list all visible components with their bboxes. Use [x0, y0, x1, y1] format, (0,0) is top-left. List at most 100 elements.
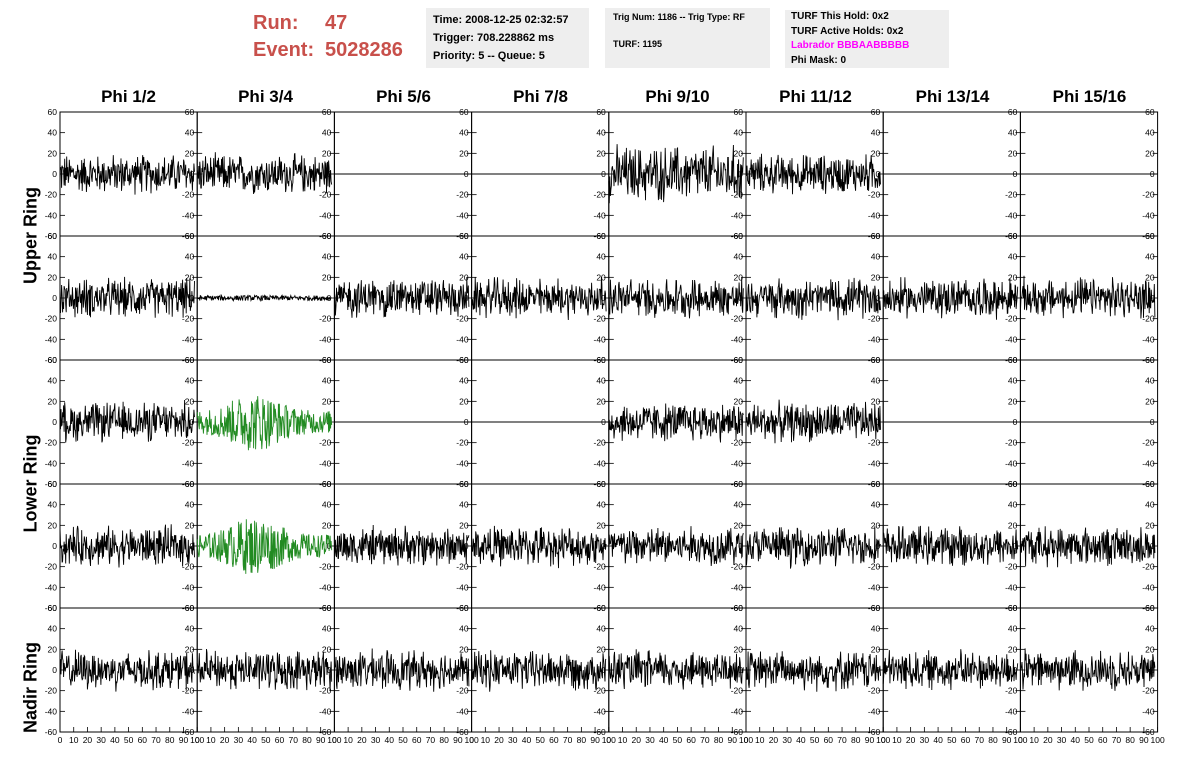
x-tick-label: 60 — [412, 735, 422, 745]
x-tick-label: 10 — [206, 735, 216, 745]
waveform-trace — [1019, 275, 1156, 319]
y-tick-label: -40 — [731, 706, 744, 716]
y-tick-label: 20 — [322, 396, 332, 406]
waveform-trace — [333, 277, 470, 318]
y-tick-label: 20 — [459, 520, 469, 530]
waveform-trace — [59, 276, 195, 318]
y-tick-label: -60 — [1142, 727, 1155, 737]
x-tick-label: 70 — [975, 735, 985, 745]
y-tick-label: -40 — [594, 334, 607, 344]
y-tick-label: 60 — [1145, 603, 1155, 613]
x-tick-label: 90 — [865, 735, 875, 745]
x-tick-label: 40 — [385, 735, 395, 745]
turf-this-hold: TURF This Hold: 0x2 — [791, 11, 889, 22]
y-tick-label: 0 — [52, 293, 57, 303]
y-tick-label: 0 — [52, 665, 57, 675]
y-tick-label: 60 — [185, 107, 195, 117]
x-tick-label: 60 — [824, 735, 834, 745]
y-tick-label: 0 — [189, 541, 194, 551]
x-tick-label: 0 — [469, 735, 474, 745]
x-tick-label: 20 — [769, 735, 779, 745]
y-tick-label: 0 — [52, 169, 57, 179]
y-tick-label: -60 — [45, 479, 58, 489]
y-tick-label: 20 — [48, 644, 58, 654]
y-tick-label: 20 — [322, 520, 332, 530]
y-tick-label: -60 — [1005, 727, 1018, 737]
y-tick-label: 20 — [734, 396, 744, 406]
y-tick-label: 40 — [185, 500, 195, 510]
y-tick-label: -20 — [594, 190, 607, 200]
y-tick-label: -20 — [456, 190, 469, 200]
x-tick-label: 80 — [851, 735, 861, 745]
y-tick-label: 20 — [596, 396, 606, 406]
y-tick-label: 40 — [322, 376, 332, 386]
y-tick-label: -20 — [868, 314, 881, 324]
x-tick-label: 50 — [398, 735, 408, 745]
x-tick-label: 40 — [247, 735, 257, 745]
y-tick-label: -40 — [594, 458, 607, 468]
y-tick-label: 60 — [871, 603, 881, 613]
y-tick-label: -40 — [45, 334, 58, 344]
waveform-trace — [333, 524, 470, 566]
y-tick-label: -40 — [319, 458, 332, 468]
y-tick-label: -60 — [45, 603, 58, 613]
y-tick-label: -40 — [1142, 582, 1155, 592]
waveform-trace — [745, 277, 881, 321]
run-event-box: Run: 47 Event: 5028286 — [253, 10, 418, 64]
y-tick-label: 20 — [1008, 396, 1018, 406]
x-tick-label: 20 — [632, 735, 642, 745]
y-tick-label: -60 — [45, 355, 58, 365]
y-tick-label: -40 — [731, 210, 744, 220]
y-tick-label: -40 — [868, 210, 881, 220]
y-tick-label: -20 — [731, 314, 744, 324]
y-tick-label: 20 — [48, 520, 58, 530]
y-tick-label: -20 — [456, 562, 469, 572]
y-tick-label: -60 — [182, 727, 195, 737]
x-tick-label: 100 — [739, 735, 753, 745]
y-tick-label: 20 — [459, 148, 469, 158]
x-tick-label: 90 — [453, 735, 463, 745]
x-tick-label: 40 — [933, 735, 943, 745]
x-tick-label: 90 — [179, 735, 189, 745]
y-tick-label: -20 — [319, 686, 332, 696]
x-tick-label: 20 — [83, 735, 93, 745]
waveform-trace — [745, 651, 881, 692]
y-tick-label: 20 — [871, 148, 881, 158]
y-tick-label: -40 — [1142, 334, 1155, 344]
time-info-box: Time: 2008-12-25 02:32:57 Trigger: 708.2… — [426, 8, 589, 68]
x-tick-label: 70 — [289, 735, 299, 745]
y-tick-label: -60 — [731, 727, 744, 737]
x-tick-label: 60 — [961, 735, 971, 745]
y-tick-label: 60 — [185, 479, 195, 489]
y-tick-label: 20 — [1008, 148, 1018, 158]
x-tick-label: 60 — [686, 735, 696, 745]
y-tick-label: 60 — [185, 603, 195, 613]
y-tick-label: -40 — [1142, 458, 1155, 468]
x-tick-label: 90 — [728, 735, 738, 745]
y-tick-label: 20 — [871, 396, 881, 406]
y-tick-label: 60 — [322, 479, 332, 489]
y-tick-label: 40 — [871, 252, 881, 262]
waveform-panel-lower-bottom-1: 60 60 40 40 20 20 0 0 -20 -20 -40 -40 -60 -60 — [45, 479, 198, 613]
y-tick-label: 20 — [596, 520, 606, 530]
y-tick-label: 60 — [48, 107, 58, 117]
y-tick-label: 40 — [596, 500, 606, 510]
y-tick-label: 60 — [871, 355, 881, 365]
y-tick-label: -20 — [731, 438, 744, 448]
y-tick-label: -40 — [456, 458, 469, 468]
x-tick-label: 100 — [876, 735, 890, 745]
y-tick-label: -20 — [182, 314, 195, 324]
waveform-trace — [196, 519, 333, 574]
